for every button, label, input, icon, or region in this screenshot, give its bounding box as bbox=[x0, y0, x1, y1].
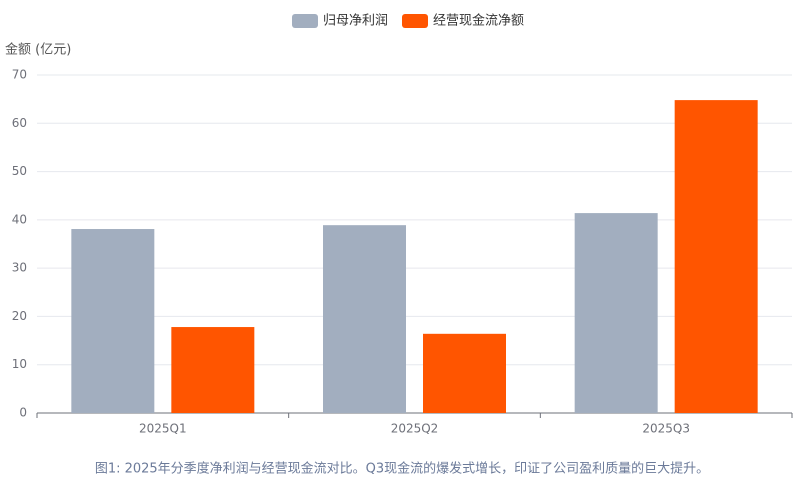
y-tick-label: 40 bbox=[12, 212, 27, 226]
bar bbox=[423, 333, 506, 413]
y-tick-label: 10 bbox=[12, 357, 27, 371]
legend-label: 归母净利润 bbox=[323, 14, 388, 29]
y-tick-label: 30 bbox=[12, 261, 27, 275]
x-tick-label: 2025Q1 bbox=[139, 422, 187, 436]
legend-swatch bbox=[292, 14, 318, 28]
bar bbox=[71, 229, 155, 413]
y-tick-label: 20 bbox=[12, 309, 27, 323]
y-tick-label: 70 bbox=[12, 68, 27, 82]
bar bbox=[674, 100, 758, 413]
y-tick-label: 50 bbox=[12, 164, 27, 178]
x-tick-label: 2025Q3 bbox=[642, 422, 690, 436]
x-tick-label: 2025Q2 bbox=[391, 422, 439, 436]
y-axis-label: 金额 (亿元) bbox=[5, 42, 71, 58]
caption: 图1: 2025年分季度净利润与经营现金流对比。Q3现金流的爆发式增长，印证了公… bbox=[95, 461, 709, 477]
bar bbox=[323, 225, 406, 413]
bar bbox=[574, 213, 658, 413]
legend-swatch bbox=[402, 14, 428, 28]
bar bbox=[171, 327, 255, 413]
legend-label: 经营现金流净额 bbox=[433, 13, 524, 29]
y-tick-label: 0 bbox=[19, 406, 27, 420]
y-tick-label: 60 bbox=[12, 116, 27, 130]
